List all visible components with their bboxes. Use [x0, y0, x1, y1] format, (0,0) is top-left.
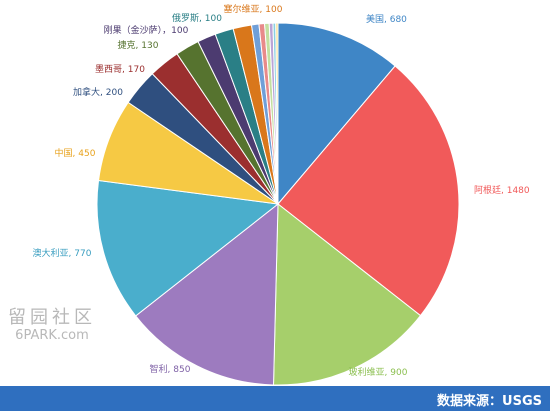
- slice-label-2: 玻利维亚, 900: [349, 366, 408, 378]
- slice-label-10: 俄罗斯, 100: [172, 12, 222, 24]
- slice-label-0: 美国, 680: [366, 13, 407, 25]
- pie-chart: 美国, 680 阿根廷, 1480 玻利维亚, 900 智利, 850 澳大利亚, 77…: [33, 3, 530, 386]
- pie-slice-17: [275, 22, 279, 205]
- slice-label-6: 加拿大, 200: [73, 86, 123, 98]
- slice-label-9: 刚果（金沙萨），100: [104, 24, 189, 36]
- slice-label-4: 澳大利亚, 770: [33, 247, 92, 259]
- pie-chart-svg: 美国, 680 阿根廷, 1480 玻利维亚, 900 智利, 850 澳大利亚, 77…: [33, 3, 530, 386]
- pie-slice-0: [277, 22, 396, 206]
- pie-slice-1: [277, 65, 460, 317]
- watermark-site: 6PARK.com: [15, 328, 89, 343]
- slice-label-3: 智利, 850: [150, 363, 191, 375]
- slice-label-8: 捷克, 130: [118, 39, 159, 51]
- slice-label-11: 塞尔维亚, 100: [224, 3, 283, 15]
- watermark: 留园社区 6PARK.com: [4, 308, 100, 348]
- slice-label-7: 墨西哥, 170: [95, 64, 145, 75]
- slice-label-1: 阿根廷, 1480: [474, 184, 530, 196]
- pie-slice-3: [135, 202, 279, 386]
- pie-slice-2: [272, 202, 422, 386]
- watermark-chinese: 留园社区: [8, 307, 96, 328]
- slice-label-5: 中国, 450: [55, 147, 96, 159]
- source-text: 数据来源：USGS: [437, 394, 542, 409]
- source-footer: 数据来源：USGS: [0, 386, 550, 411]
- pie-slice-4: [96, 179, 280, 317]
